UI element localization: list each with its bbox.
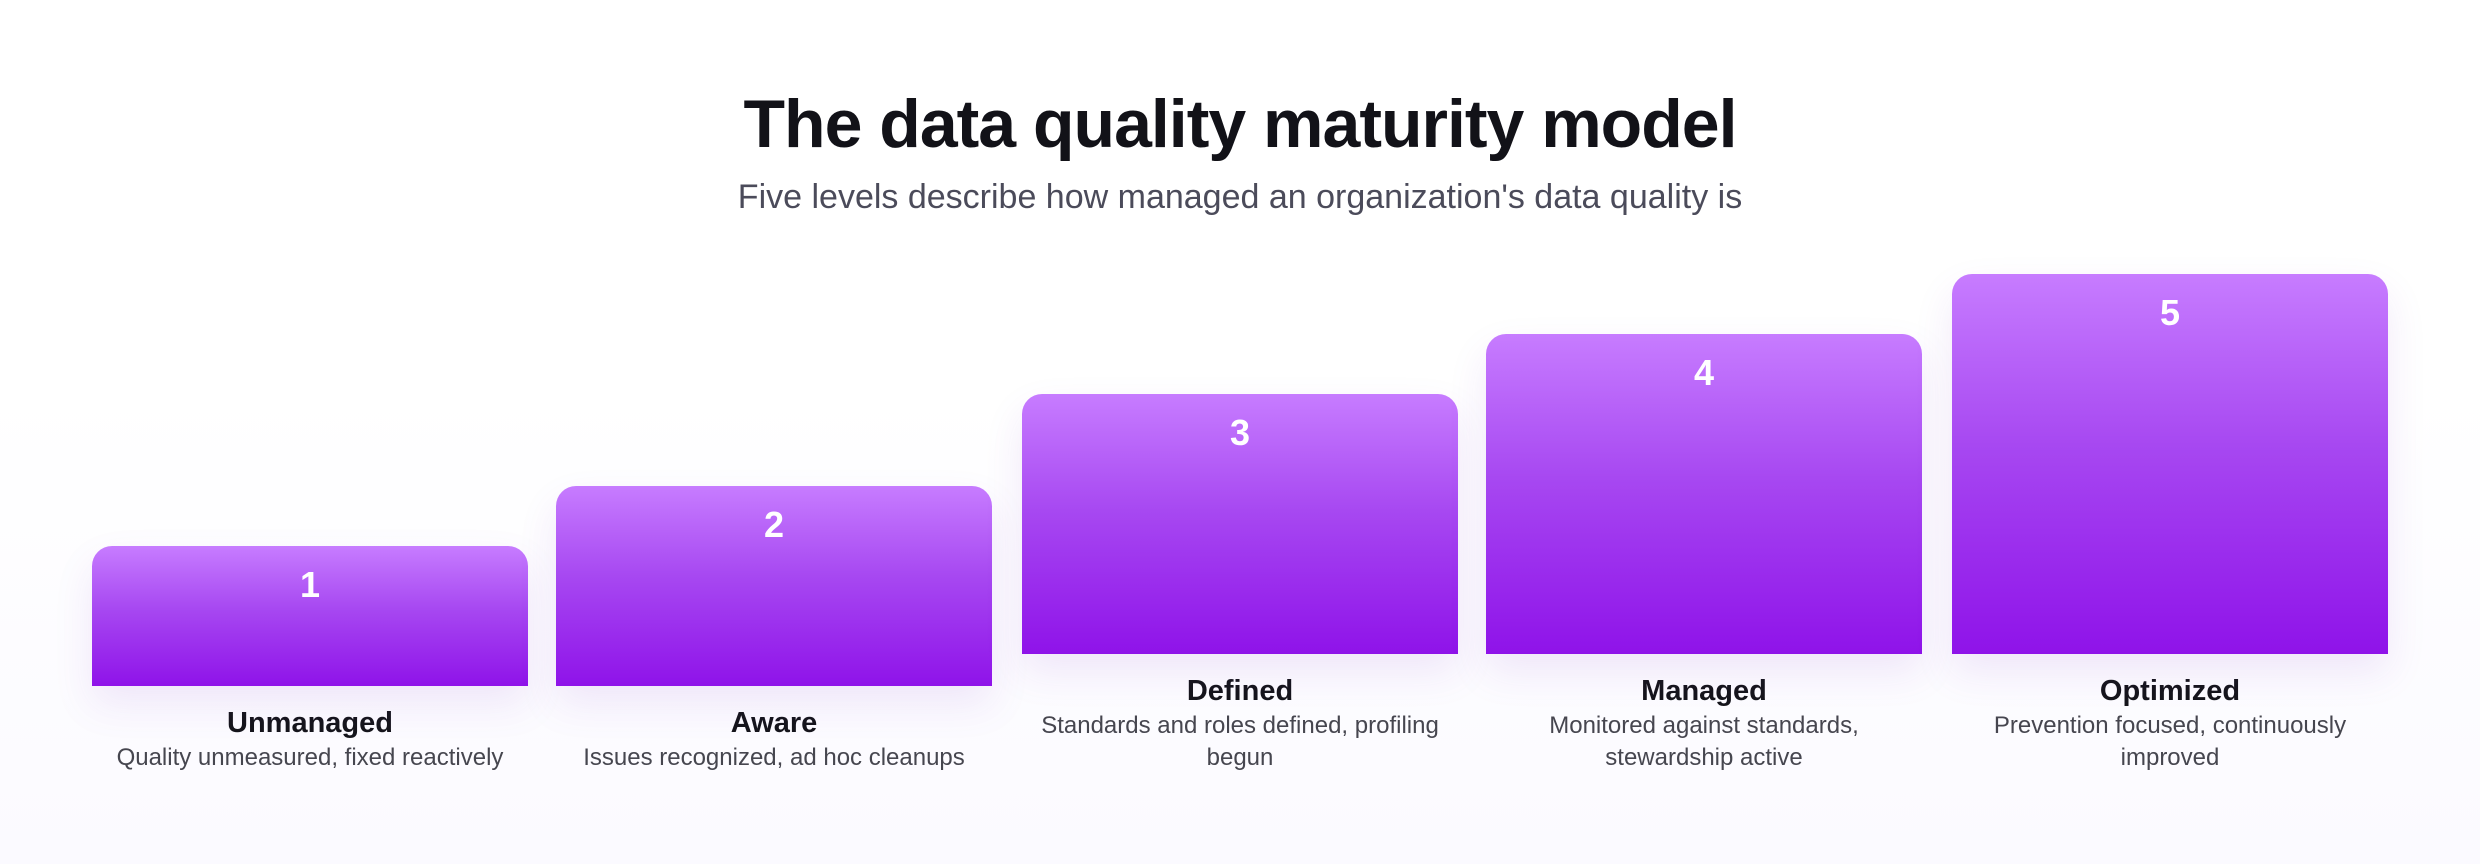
- level-1-description: Quality unmeasured, fixed reactively: [116, 744, 504, 771]
- level-4-block: 4: [1486, 334, 1922, 654]
- level-5-step: 5 Optimized Prevention focused, continuo…: [1952, 274, 2388, 774]
- level-4-description: Monitored against standards, stewardship…: [1549, 712, 1859, 771]
- level-1-block: 1: [92, 546, 528, 686]
- level-5-number: 5: [2159, 292, 2181, 333]
- level-4-step: 4 Managed Monitored against standards, s…: [1486, 334, 1922, 774]
- level-2-number: 2: [763, 504, 785, 545]
- level-3-step: 3 Defined Standards and roles defined, p…: [1022, 394, 1458, 774]
- level-2-description: Issues recognized, ad hoc cleanups: [583, 744, 965, 771]
- level-2-step: 2 Aware Issues recognized, ad hoc cleanu…: [556, 486, 992, 774]
- level-5-name: Optimized: [2099, 675, 2241, 707]
- level-1-name: Unmanaged: [227, 707, 393, 739]
- level-3-description: Standards and roles defined, profiling b…: [1041, 712, 1439, 771]
- level-3-block: 3: [1022, 394, 1458, 654]
- level-3-name: Defined: [1186, 675, 1294, 707]
- level-2-name: Aware: [730, 707, 818, 739]
- level-2-block: 2: [556, 486, 992, 686]
- page-subtitle: Five levels describe how managed an orga…: [737, 178, 1743, 216]
- page-title: The data quality maturity model: [743, 86, 1738, 162]
- level-3-number: 3: [1229, 412, 1251, 453]
- level-4-number: 4: [1693, 352, 1715, 393]
- level-1-number: 1: [299, 564, 321, 605]
- level-5-description: Prevention focused, continuously improve…: [1993, 712, 2347, 771]
- level-5-block: 5: [1952, 274, 2388, 654]
- level-4-name: Managed: [1641, 675, 1767, 707]
- level-1-step: 1 Unmanaged Quality unmeasured, fixed re…: [92, 546, 528, 774]
